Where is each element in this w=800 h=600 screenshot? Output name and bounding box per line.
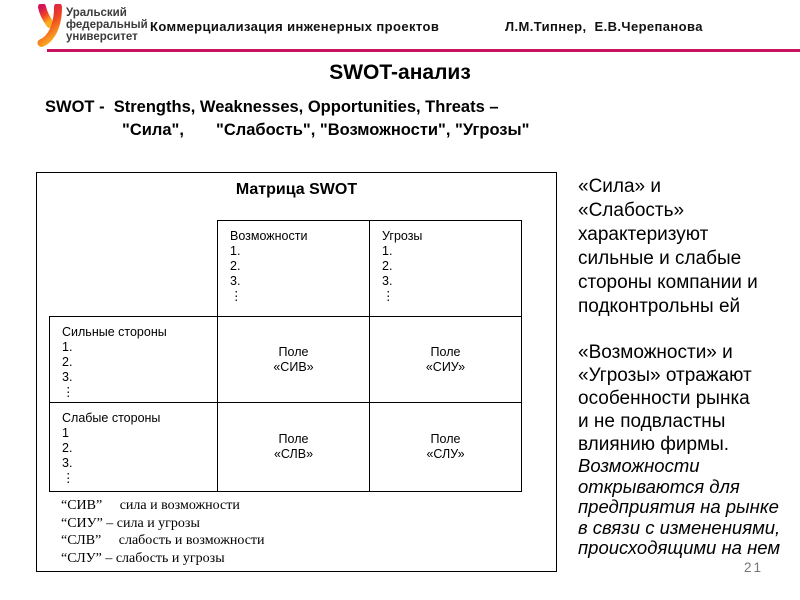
cell-strengths: Сильные стороны 1. 2. 3. ⋮ xyxy=(50,317,218,402)
cell-field-slu: Поле «СЛУ» xyxy=(426,432,465,461)
cell-opportunities-title: Возможности xyxy=(230,229,308,243)
matrix-strengths-row: Сильные стороны 1. 2. 3. ⋮ Поле «СИВ» Поле «С… xyxy=(49,316,522,403)
slide-title: SWOT-анализ xyxy=(329,61,471,84)
cell-strengths-items: 1. 2. 3. ⋮ xyxy=(62,340,75,399)
cell-opportunities: Возможности 1. 2. 3. ⋮ xyxy=(218,221,370,316)
matrix-top-row: Возможности 1. 2. 3. ⋮ Угрозы 1. 2. 3. ⋮ xyxy=(217,220,522,317)
cell-threats-title: Угрозы xyxy=(382,229,423,243)
cell-field-siu: Поле «СИУ» xyxy=(425,344,466,374)
university-name: Уральский федеральный университет xyxy=(66,7,148,43)
matrix-legend: “СИВ” сила и возможности “СИУ” – сила и у… xyxy=(61,498,265,566)
header-divider xyxy=(47,49,800,52)
cell-weaknesses-title: Слабые стороны xyxy=(62,411,161,425)
cell-strengths-title: Сильные стороны xyxy=(62,325,167,339)
cell-weaknesses: Слабые стороны 1 2. 3. ⋮ xyxy=(50,403,218,491)
explanation-paragraph-2: «Возможности» и «Угрозы» отражают особенно… xyxy=(578,342,752,455)
explanation-paragraph-2-italic: Возможности открываются для предприятия на… xyxy=(578,455,781,558)
cell-threats-items: 1. 2. 3. ⋮ xyxy=(382,244,395,303)
urfu-logo-icon xyxy=(37,4,62,47)
matrix-weaknesses-row: Слабые стороны 1 2. 3. ⋮ Поле «СЛВ» Поле «СЛУ… xyxy=(49,402,522,492)
cell-threats: Угрозы 1. 2. 3. ⋮ xyxy=(370,221,521,316)
explanation-paragraph-1: «Сила» и «Слабость» характеризуют сильные и… xyxy=(578,176,758,317)
course-title: Коммерциализация инженерных проектов xyxy=(150,19,440,34)
swot-definition: SWOT - Strengths, Weaknesses, Opportunit… xyxy=(45,96,529,142)
authors: Л.М.Типнер, Е.В.Черепанова xyxy=(505,19,703,34)
matrix-title: Матрица SWOT xyxy=(235,181,358,198)
cell-weaknesses-items: 1 2. 3. ⋮ xyxy=(62,426,75,485)
explanation-text: «Сила» и «Слабость» характеризуют сильные и… xyxy=(578,175,796,559)
swot-matrix-panel: Матрица SWOT Возможности 1. 2. 3. ⋮ Угрозы … xyxy=(36,172,557,572)
page-number: 21 xyxy=(744,560,764,575)
swot-definition-line1: SWOT - Strengths, Weaknesses, Opportunit… xyxy=(45,98,499,116)
cell-field-slv: Поле «СЛВ» xyxy=(218,403,370,491)
swot-definition-line2: "Сила", "Слабость", "Возможности", "Угро… xyxy=(122,121,530,139)
cell-opportunities-items: 1. 2. 3. ⋮ xyxy=(230,244,243,303)
cell-field-siv: Поле «СИВ» xyxy=(218,317,370,402)
